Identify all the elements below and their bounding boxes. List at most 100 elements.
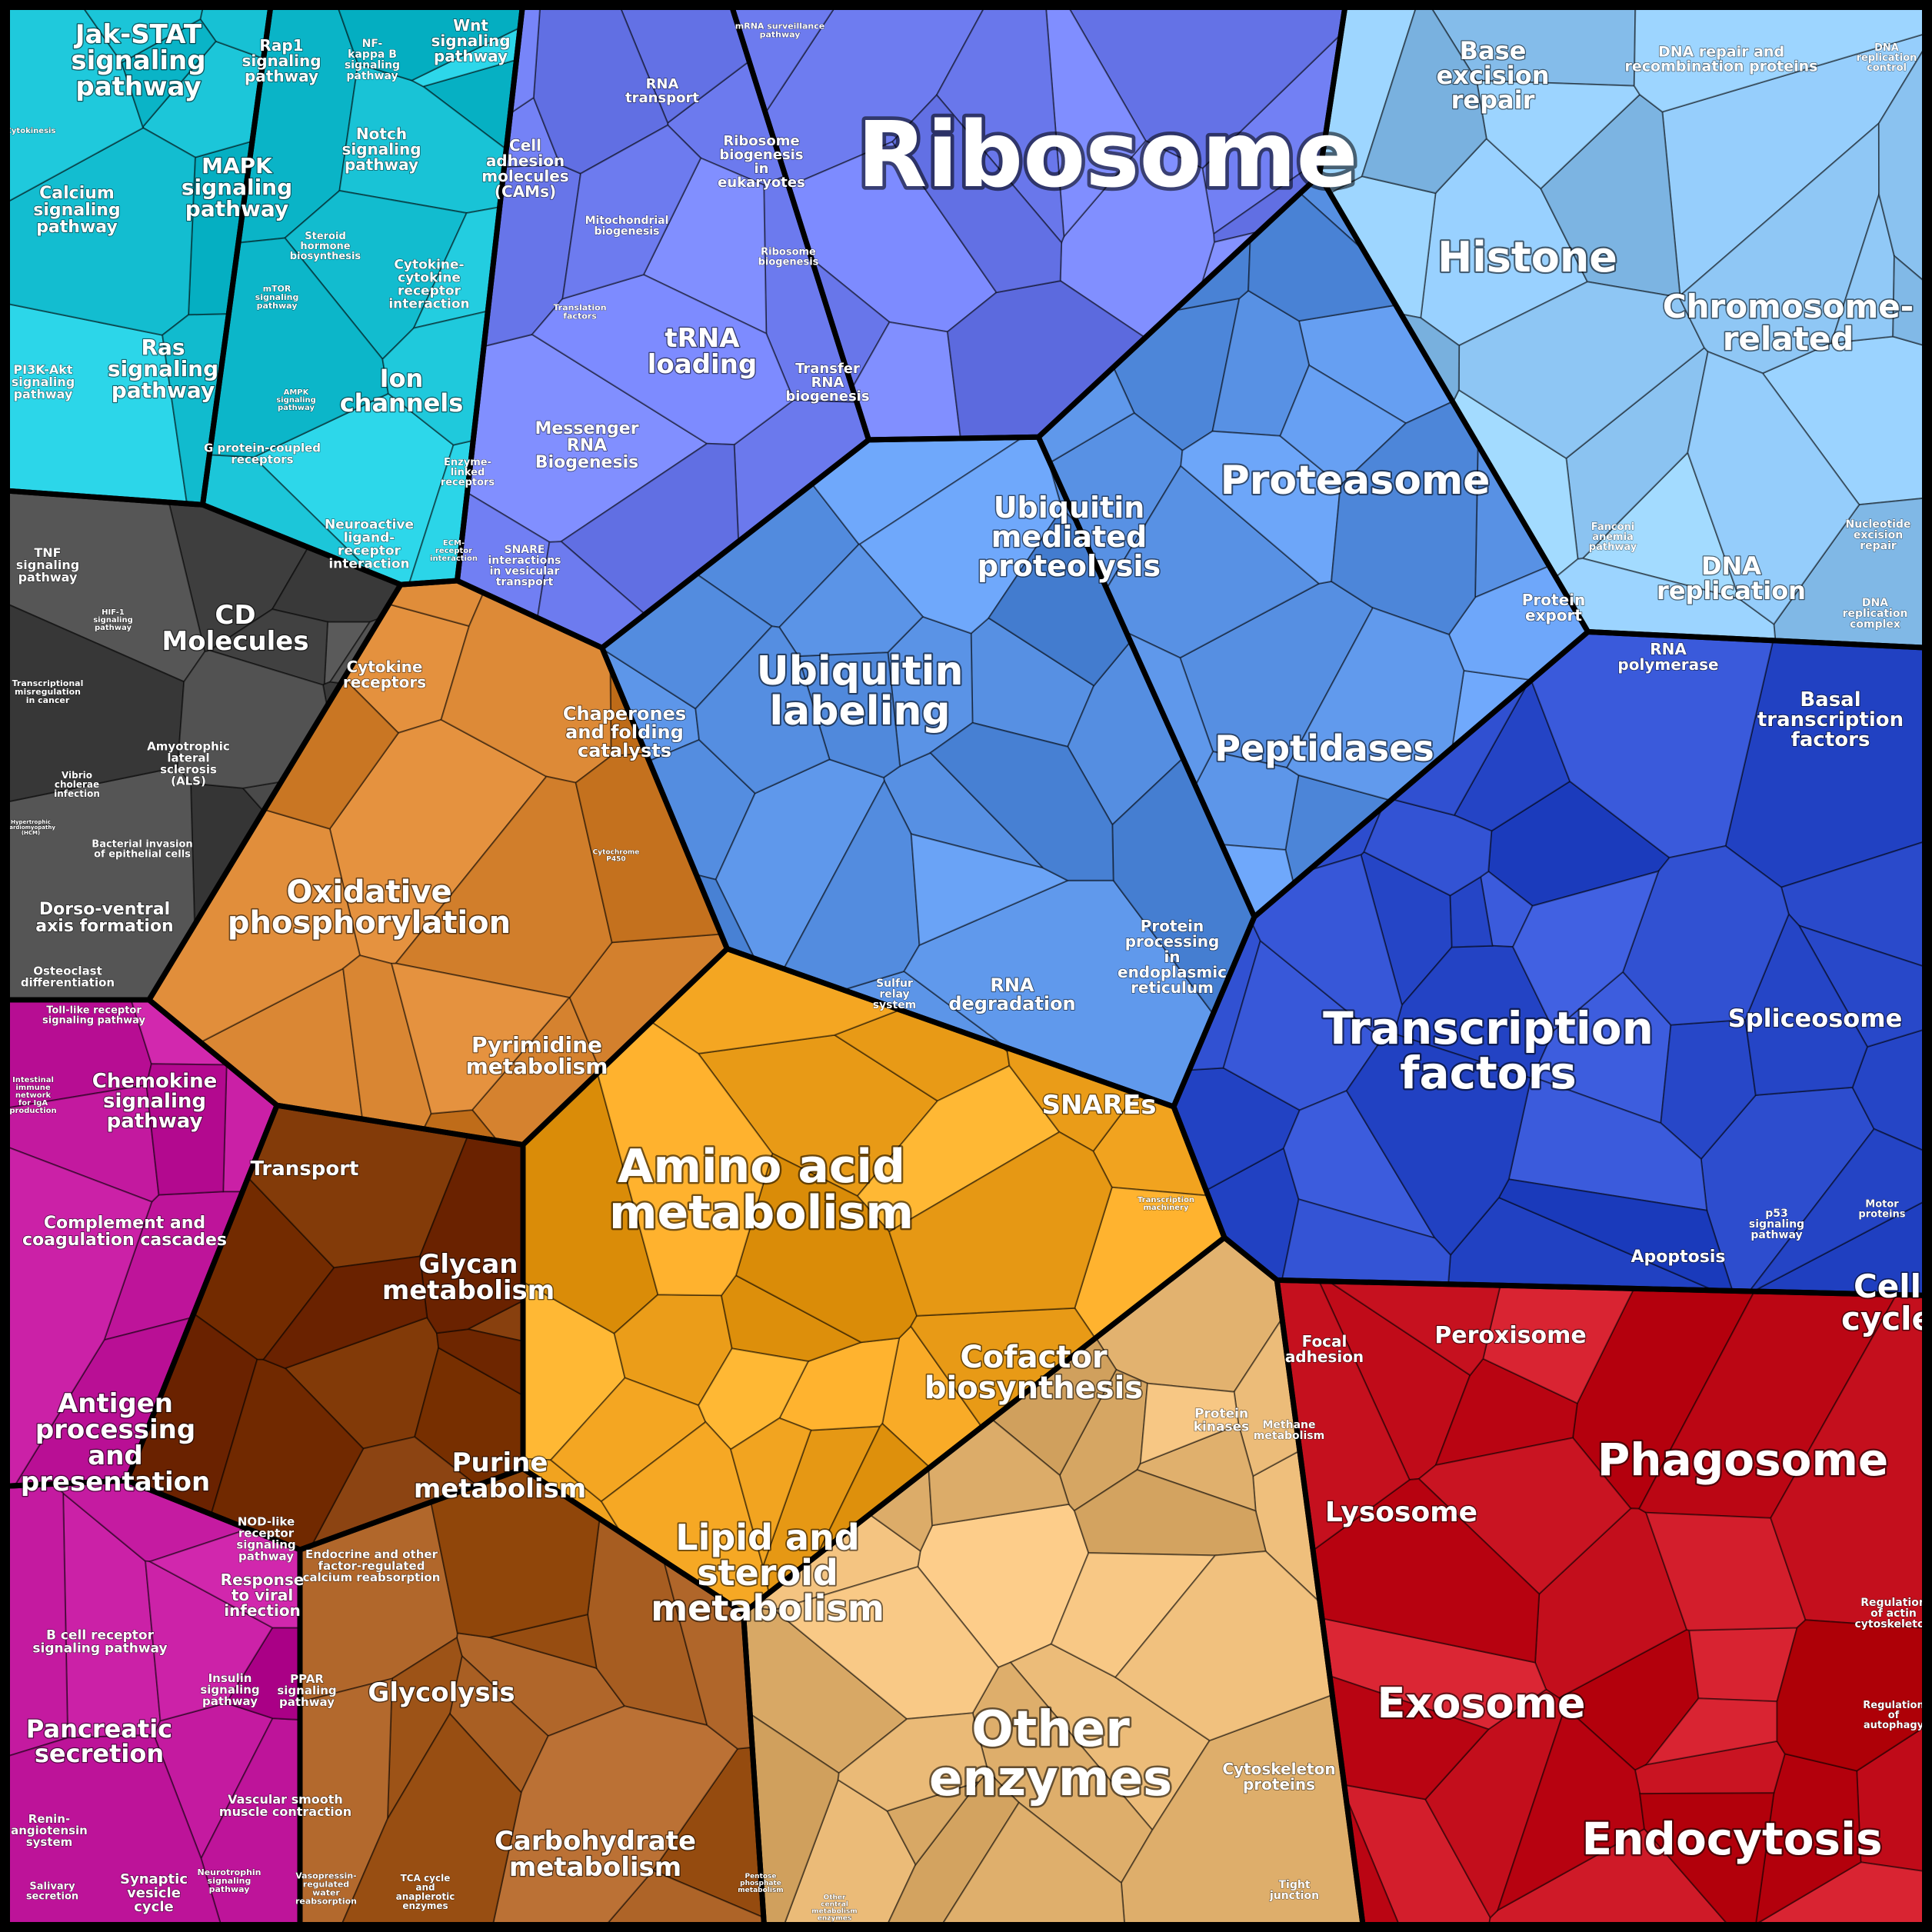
pathway-label-line: lateral — [167, 751, 209, 764]
pathway-label: Lipid and steroid metabolism — [651, 1517, 884, 1629]
pathway-label: Spliceosome — [1728, 1004, 1903, 1033]
pathway-label-line: signaling — [103, 1090, 206, 1113]
protein-cell — [936, 1801, 1126, 1932]
pathway-label: Ion channels — [340, 364, 464, 418]
pathway-label-line: vesicle — [127, 1885, 181, 1901]
pathway-label-line: signaling — [242, 52, 321, 70]
pathway-label-line: Purine — [452, 1447, 548, 1478]
pathway-label-line: NOD-like — [238, 1514, 295, 1528]
pathway-label-line: NF- — [362, 38, 383, 50]
pathway-label-line: Ribosome — [857, 102, 1357, 208]
pathway-label: CD Molecules — [162, 600, 308, 657]
pathway-label-line: Ion — [380, 364, 424, 393]
pathway-label: Messenger RNA Biogenesis — [535, 419, 638, 472]
pathway-label-line: cytoskeleton — [1854, 1618, 1932, 1631]
pathway-label: Toll-like receptor signaling pathway — [42, 1004, 145, 1026]
pathway-label: B cell receptor signaling pathway — [32, 1628, 167, 1657]
pathway-label-line: Carbohydrate — [495, 1826, 696, 1857]
pathway-label-line: SNAREs — [1042, 1090, 1157, 1121]
pathway-label-line: kinases — [1194, 1420, 1249, 1435]
pathway-label-line: Peptidases — [1214, 728, 1434, 769]
protein-cell — [1773, 496, 1932, 649]
pathway-label-line: receptors — [343, 673, 426, 691]
pathway-label: Sulfur relay system — [873, 978, 917, 1011]
pathway-label-line: transport — [625, 90, 699, 106]
pathway-label-line: phosphate — [740, 1880, 781, 1887]
pathway-label-line: signaling — [255, 292, 299, 302]
pathway-label: Ubiquitin mediated proteolysis — [978, 491, 1161, 583]
pathway-label-line: Cytokine — [347, 658, 423, 676]
pathway-label: Cytochrome P450 — [593, 848, 640, 863]
pathway-label-line: infection — [54, 788, 100, 799]
pathway-label-line: signaling pathway — [32, 1641, 167, 1657]
protein-cell — [1633, 0, 1932, 113]
pathway-label-line: Jak-STAT — [74, 19, 202, 50]
pathway-label-line: metabolism — [382, 1275, 555, 1306]
pathway-label-line: receptor — [238, 1526, 295, 1540]
pathway-label-line: signaling — [277, 1684, 336, 1697]
pathway-label-line: Histone — [1437, 233, 1617, 281]
protein-cell — [262, 1255, 428, 1370]
pathway-label-line: Nucleotide — [1846, 518, 1911, 531]
pathway-label: Ras signaling pathway — [108, 335, 218, 403]
pathway-label: Other enzymes — [929, 1701, 1172, 1807]
protein-cell — [1044, 0, 1147, 238]
pathway-label: Histone — [1437, 233, 1617, 281]
pathway-label: Insulin signaling pathway — [200, 1671, 259, 1708]
pathway-label: Basal transcription factors — [1757, 688, 1904, 751]
pathway-label: Neurotrophin signaling pathway — [197, 1867, 261, 1894]
pathway-label-line: excision — [1436, 61, 1549, 90]
pathway-label: AMPK signaling pathway — [276, 388, 316, 412]
pathway-label-line: Neuroactive — [325, 518, 414, 533]
protein-cell — [1877, 34, 1932, 289]
pathway-label-line: DNA — [1874, 42, 1899, 54]
pathway-label-line: metabolism — [466, 1054, 608, 1079]
pathway-label-line: cycle — [1841, 1300, 1932, 1337]
pathway-label-line: Methane — [1263, 1419, 1316, 1431]
pathway-label-line: G protein-coupled — [204, 441, 321, 455]
pathway-label-line: cardiomyopathy — [6, 824, 55, 831]
pathway-label-line: pathway — [238, 1549, 294, 1563]
pathway-label-line: muscle contraction — [219, 1804, 351, 1819]
pathway-label-line: sclerosis — [160, 762, 217, 776]
pathway-label-line: pathway — [202, 1694, 258, 1708]
pathway-label-line: B cell receptor — [46, 1628, 155, 1644]
pathway-label: Cytokine-cytokine receptor interaction — [388, 258, 469, 312]
pathway-label-line: junction — [1269, 1890, 1319, 1902]
pathway-label-line: degradation — [948, 993, 1075, 1014]
pathway-label-line: (CAMs) — [495, 182, 556, 201]
pathway-label-line: pathway — [345, 155, 418, 174]
pathway-label-line: pathway — [1750, 1229, 1802, 1241]
pathway-label-line: p53 — [1765, 1208, 1788, 1220]
pathway-label-line: machinery — [1144, 1204, 1189, 1212]
pathway-label: Mitochondrial biogenesis — [585, 215, 669, 238]
pathway-label-line: signaling — [276, 396, 316, 405]
pathway-label-line: ligand- — [344, 531, 395, 546]
pathway-label: tRNA loading — [648, 323, 758, 380]
pathway-label: Response to viral infection — [221, 1571, 305, 1620]
pathway-label: Hypertrophic cardiomyopathy (HCM) — [6, 819, 55, 836]
protein-cell — [1139, 1382, 1240, 1465]
pathway-label-line: and — [88, 1441, 143, 1471]
pathway-label: Cytokinesis — [6, 127, 56, 135]
pathway-label: Carbohydrate metabolism — [495, 1826, 696, 1883]
pathway-label: Transcription factors — [1323, 1002, 1654, 1099]
pathway-label-line: (ALS) — [171, 774, 206, 788]
pathway-label-line: Insulin — [208, 1671, 252, 1685]
pathway-label-line: processing — [35, 1414, 195, 1445]
pathway-label-line: proteins — [1243, 1775, 1315, 1794]
pathway-label-line: DNA — [1701, 551, 1761, 581]
protein-cell — [1361, 0, 1487, 195]
pathway-label-line: Pancreatic — [26, 1714, 172, 1744]
pathway-label: Neuroactive ligand-receptor interaction — [325, 518, 414, 572]
pathway-label: MAPK signaling pathway — [182, 153, 292, 222]
pathway-label: SNAREs — [1042, 1090, 1157, 1121]
protein-cell — [1487, 1827, 1736, 1932]
pathway-label-line: system — [873, 999, 917, 1011]
pathway-label-line: Vibrio — [62, 770, 92, 781]
pathway-label-line: proteins — [1858, 1208, 1905, 1220]
pathway-label: Focal adhesion — [1285, 1332, 1364, 1366]
pathway-label-line: cytokine — [398, 271, 461, 286]
pathway-label-line: Ras — [141, 335, 185, 360]
